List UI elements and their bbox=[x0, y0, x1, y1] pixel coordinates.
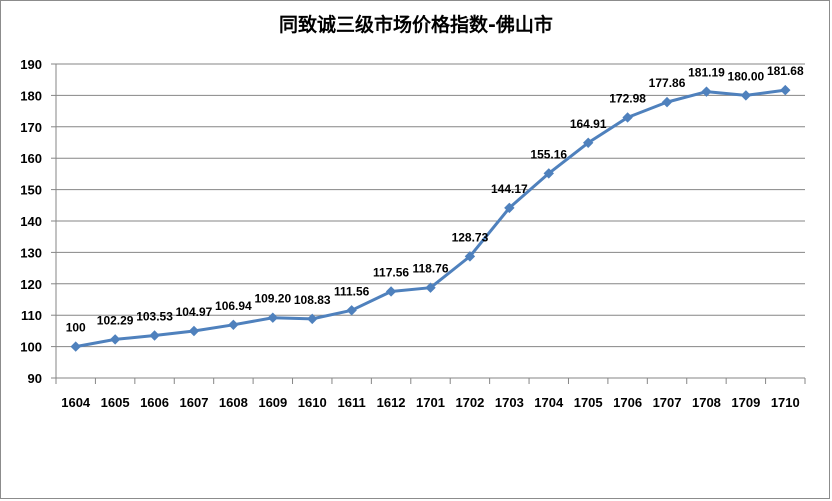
data-label: 102.29 bbox=[97, 313, 134, 327]
x-tick-label: 1702 bbox=[455, 395, 484, 410]
data-point-marker bbox=[701, 86, 712, 97]
y-tick-label: 120 bbox=[20, 277, 42, 292]
data-label: 109.20 bbox=[254, 292, 291, 306]
x-tick-label: 1706 bbox=[613, 395, 642, 410]
data-point-marker bbox=[740, 90, 752, 101]
data-label: 108.83 bbox=[294, 293, 331, 307]
y-tick-label: 140 bbox=[20, 214, 42, 229]
data-point-marker bbox=[228, 319, 239, 331]
grid-lines bbox=[56, 63, 805, 379]
data-label: 100 bbox=[66, 321, 86, 335]
data-point-marker bbox=[425, 282, 436, 293]
x-tick-label: 1608 bbox=[219, 395, 248, 410]
data-label: 104.97 bbox=[176, 305, 213, 319]
data-point-marker bbox=[582, 137, 594, 148]
data-label: 177.86 bbox=[649, 76, 686, 90]
x-tick-labels: 1604 1605 1606 1607 1608 1609 1610 1611 1612 1701… bbox=[61, 395, 800, 410]
data-point-marker bbox=[70, 341, 81, 352]
data-label: 118.76 bbox=[412, 262, 448, 276]
y-tick-label: 180 bbox=[20, 88, 42, 103]
y-tick-label: 100 bbox=[20, 340, 42, 355]
x-tick-label: 1707 bbox=[653, 395, 682, 410]
data-label: 144.17 bbox=[491, 182, 528, 196]
data-label: 155.16 bbox=[530, 147, 567, 161]
x-tick-label: 1605 bbox=[101, 395, 130, 410]
y-tick-label: 170 bbox=[20, 120, 42, 135]
data-point-marker bbox=[622, 112, 633, 123]
y-tick-label: 110 bbox=[21, 308, 42, 323]
y-tick-label: 130 bbox=[20, 245, 42, 260]
y-tick-labels: 90 100 110 120 130 140 150 160 170 180 190 bbox=[20, 57, 42, 386]
chart-title: 同致诚三级市场价格指数-佛山市 bbox=[279, 14, 553, 36]
data-point-marker bbox=[543, 168, 554, 179]
x-tick-label: 1606 bbox=[140, 395, 169, 410]
data-point-marker bbox=[109, 334, 121, 345]
data-label: 181.68 bbox=[767, 64, 804, 78]
x-tick-label: 1703 bbox=[495, 395, 524, 410]
data-point-marker bbox=[267, 312, 279, 323]
data-label: 181.19 bbox=[688, 66, 725, 80]
x-tick-label: 1604 bbox=[61, 395, 91, 410]
data-point-marker bbox=[346, 305, 357, 316]
data-label: 172.98 bbox=[609, 91, 646, 105]
x-tick-label: 1609 bbox=[258, 395, 287, 410]
data-point-marker bbox=[780, 84, 791, 96]
data-label: 180.00 bbox=[728, 69, 765, 83]
data-label: 164.91 bbox=[570, 117, 607, 131]
data-label: 128.73 bbox=[452, 230, 489, 244]
data-point-marker bbox=[504, 202, 515, 214]
data-label: 106.94 bbox=[215, 299, 252, 313]
data-label: 103.53 bbox=[136, 310, 173, 324]
series-layer bbox=[70, 84, 791, 352]
data-point-marker bbox=[385, 286, 397, 297]
x-tick-label: 1705 bbox=[574, 395, 603, 410]
x-tick-label: 1701 bbox=[416, 395, 445, 410]
x-tick-label: 1612 bbox=[377, 395, 406, 410]
data-point-marker bbox=[149, 330, 160, 341]
x-tick-label: 1611 bbox=[338, 395, 366, 410]
data-label: 117.56 bbox=[373, 265, 409, 279]
x-tick-label: 1708 bbox=[692, 395, 721, 410]
x-tick-label: 1709 bbox=[731, 395, 760, 410]
data-label: 111.56 bbox=[334, 284, 370, 298]
y-tick-label: 150 bbox=[20, 183, 42, 198]
x-tick-label: 1607 bbox=[180, 395, 209, 410]
data-point-marker bbox=[188, 325, 200, 337]
data-point-marker bbox=[307, 313, 318, 325]
x-tick-label: 1610 bbox=[298, 395, 327, 410]
axes bbox=[51, 63, 806, 384]
data-point-marker bbox=[464, 251, 476, 262]
y-tick-label: 90 bbox=[28, 371, 42, 386]
x-tick-label: 1704 bbox=[534, 395, 564, 410]
y-tick-label: 160 bbox=[20, 151, 42, 166]
y-tick-label: 190 bbox=[20, 57, 42, 72]
data-point-marker bbox=[661, 96, 673, 108]
x-tick-label: 1710 bbox=[771, 395, 800, 410]
